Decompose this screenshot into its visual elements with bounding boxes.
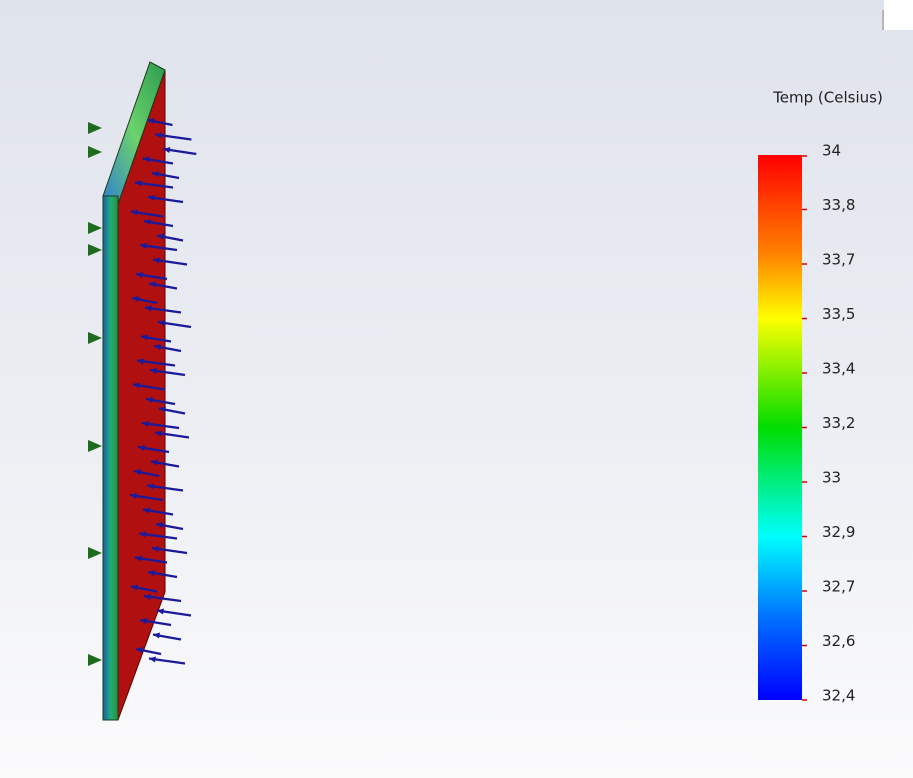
page: Temp (Celsius) 34 33,8 33,7 33,5 33,4 33,2 33 3… [0,0,913,778]
legend-tick-label: 33,7 [822,251,855,269]
legend-tick-label: 33,8 [822,196,855,214]
legend-tick-label: 33 [822,469,841,487]
legend-tick-label: 32,4 [822,687,855,705]
legend-tick-label: 33,2 [822,414,855,432]
legend-tick-label: 33,5 [822,305,855,323]
plate-side-edge [103,196,118,720]
legend-tick-label: 34 [822,142,841,160]
legend-tick-label: 32,6 [822,632,855,650]
corner-panel [884,0,913,30]
legend-tick-label: 32,7 [822,578,855,596]
legend-tick-label: 33,4 [822,360,855,378]
color-scale [758,155,802,700]
legend-title: Temp (Celsius) [772,89,883,107]
legend-tick-label: 32,9 [822,523,855,541]
viewport: Temp (Celsius) 34 33,8 33,7 33,5 33,4 33,2 33 3… [0,0,913,778]
